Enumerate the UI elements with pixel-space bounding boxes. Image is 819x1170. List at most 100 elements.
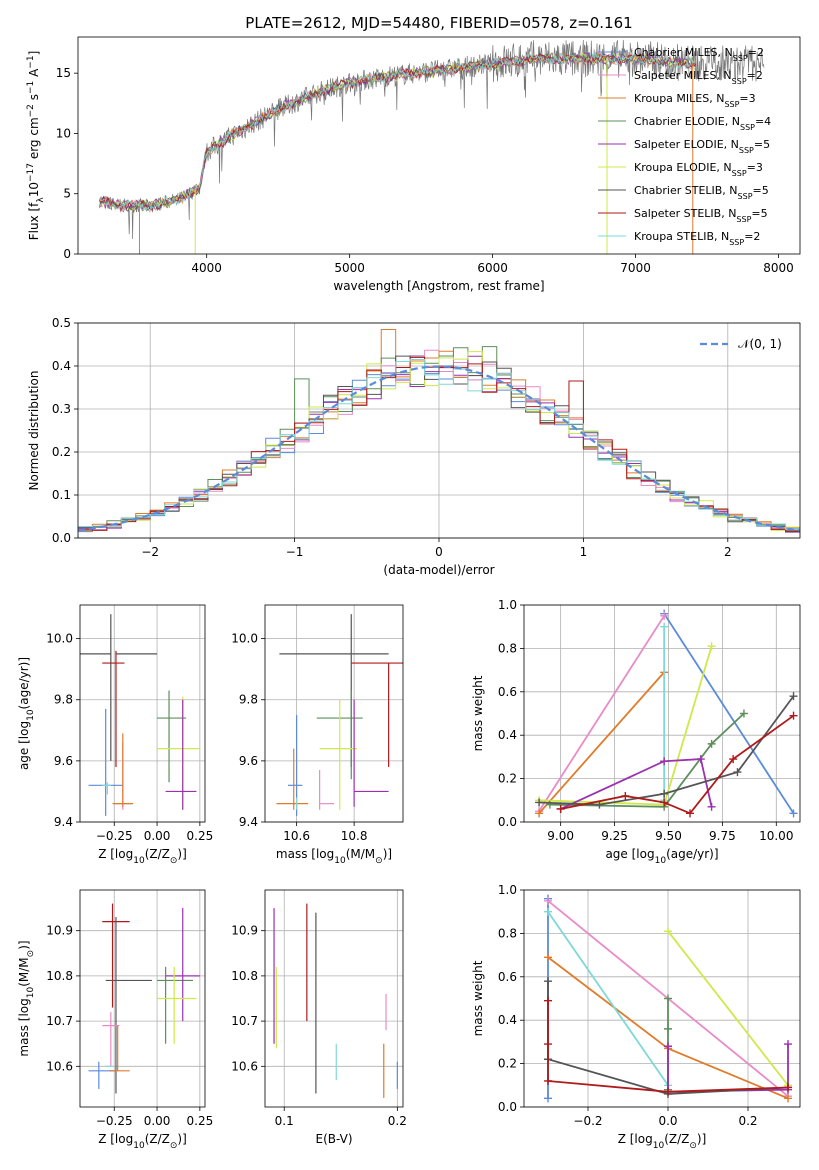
axes-frame bbox=[79, 604, 206, 823]
y-tick-label: 5 bbox=[63, 187, 71, 201]
y-tick-label: 9.8 bbox=[54, 693, 73, 707]
x-tick-label: 9.00 bbox=[547, 829, 574, 843]
weight-point bbox=[789, 692, 798, 701]
legend-entry: Kroupa ELODIE, NSSP=3 bbox=[634, 161, 763, 178]
weight-point bbox=[664, 1087, 672, 1096]
weight-z-plot bbox=[544, 894, 792, 1103]
x-tick-label: 10.6 bbox=[283, 829, 310, 843]
y-tick-label: 10.9 bbox=[231, 924, 258, 938]
histogram-plot bbox=[78, 328, 800, 538]
weight-point bbox=[660, 622, 669, 631]
weight-point bbox=[696, 755, 705, 764]
weight-point bbox=[544, 907, 552, 916]
weight-series-6 bbox=[560, 758, 713, 810]
y-tick-label: 9.4 bbox=[54, 815, 73, 829]
weight-series-2 bbox=[538, 671, 665, 814]
y-tick-label: 0.0 bbox=[498, 1100, 517, 1114]
mass-z-plot bbox=[88, 903, 200, 1094]
weight-point bbox=[660, 611, 669, 620]
y-tick-label: 0.4 bbox=[498, 1013, 517, 1027]
weight-point bbox=[789, 809, 798, 818]
spectrum-plot bbox=[99, 39, 765, 254]
x-tick-label: 0.25 bbox=[187, 829, 214, 843]
weight-point bbox=[707, 802, 716, 811]
x-tick-label: −2 bbox=[141, 545, 159, 559]
x-tick-label: 9.50 bbox=[655, 829, 682, 843]
age-z-axes: −0.25 0.00 0.25 9.4 9.6 9.8 10.0 bbox=[46, 605, 213, 843]
y-tick-label: 0.8 bbox=[498, 926, 517, 940]
weight-point bbox=[784, 1083, 792, 1092]
y-axis-label: Normed distribution bbox=[27, 371, 41, 491]
weight-point bbox=[729, 755, 738, 764]
y-tick-label: 10.6 bbox=[231, 1059, 258, 1073]
y-axis-label-group: Flux [fλ10−17 erg cm−2 s−1 A−1] bbox=[26, 51, 46, 241]
mass-ebv-axes: 0.1 0.2 10.6 10.7 10.8 10.9 bbox=[231, 890, 407, 1128]
x-tick-label: 0.2 bbox=[738, 1114, 757, 1128]
x-tick-label: 8000 bbox=[763, 261, 794, 275]
weight-point bbox=[544, 1040, 552, 1049]
y-tick-label: 0.2 bbox=[52, 445, 71, 459]
y-tick-label: 0.4 bbox=[52, 359, 71, 373]
x-axis-label: Z [log10(Z/Z⊙)] bbox=[618, 1132, 707, 1151]
weight-series-0 bbox=[663, 613, 795, 814]
weight-point bbox=[535, 809, 544, 818]
y-tick-label: 0.6 bbox=[498, 685, 517, 699]
y-tick-label: 15 bbox=[56, 66, 71, 80]
spectrum-legend: Chabrier MILES, NSSP=2 Salpeter MILES, NS… bbox=[598, 46, 771, 247]
y-tick-label: 1.0 bbox=[498, 598, 517, 612]
x-tick-label: 0.00 bbox=[144, 829, 171, 843]
y-tick-label: 9.6 bbox=[54, 754, 73, 768]
legend-entry: Salpeter ELODIE, NSSP=5 bbox=[634, 138, 770, 155]
normal-curve bbox=[78, 365, 800, 532]
y-tick-label: 10.8 bbox=[231, 969, 258, 983]
y-tick-label: 10.7 bbox=[231, 1014, 258, 1028]
mass-ebv-plot bbox=[273, 903, 398, 1098]
y-axis-label-group: age [log10(age/yr)] bbox=[17, 657, 36, 770]
age-mass-plot bbox=[276, 614, 403, 816]
x-axis-label: Z [log10(Z/Z⊙)] bbox=[98, 1132, 187, 1151]
weight-point bbox=[664, 994, 672, 1003]
weight-point bbox=[660, 757, 669, 766]
x-tick-label: 0.0 bbox=[658, 1114, 677, 1128]
legend-entry: Chabrier ELODIE, NSSP=4 bbox=[634, 115, 771, 132]
x-tick-label: 0.1 bbox=[275, 1114, 294, 1128]
weight-point bbox=[544, 896, 552, 905]
x-axis-label: wavelength [Angstrom, rest frame] bbox=[333, 279, 544, 293]
axes-frame bbox=[77, 36, 801, 255]
axes-frame bbox=[264, 889, 404, 1108]
weight-series-8 bbox=[560, 714, 795, 815]
weight-point bbox=[664, 927, 672, 936]
x-tick-label: 1 bbox=[580, 545, 588, 559]
y-tick-label: 0.2 bbox=[498, 772, 517, 786]
x-tick-label: 5000 bbox=[334, 261, 365, 275]
legend-entry: Chabrier MILES, NSSP=2 bbox=[634, 46, 764, 63]
weight-point bbox=[544, 996, 552, 1005]
x-axis-label: age [log10(age/yr)] bbox=[605, 847, 718, 866]
y-tick-label: 0.2 bbox=[498, 1057, 517, 1071]
weight-point bbox=[544, 953, 552, 962]
axes-frame bbox=[264, 604, 404, 823]
x-tick-label: −0.25 bbox=[96, 829, 133, 843]
weight-point bbox=[535, 798, 544, 807]
legend-entry: Kroupa STELIB, NSSP=2 bbox=[634, 230, 760, 247]
weight-point bbox=[789, 711, 798, 720]
x-axis-label: mass [log10(M/M⊙)] bbox=[276, 847, 392, 866]
spectrum-axes: 4000 5000 6000 7000 8000 0 5 10 15 bbox=[56, 66, 794, 275]
legend-entry: Salpeter STELIB, NSSP=5 bbox=[634, 207, 768, 224]
y-tick-label: 0.0 bbox=[498, 815, 517, 829]
x-tick-label: 0.2 bbox=[388, 1114, 407, 1128]
y-tick-label: 10.9 bbox=[46, 924, 73, 938]
axes-frame bbox=[77, 322, 801, 539]
x-tick-label: 4000 bbox=[191, 261, 222, 275]
weight-point bbox=[660, 798, 669, 807]
age-mass-axes: 10.6 10.8 9.4 9.6 9.8 10.0 bbox=[231, 605, 403, 843]
x-tick-label: 7000 bbox=[620, 261, 651, 275]
mass-z-axes: −0.25 0.00 0.25 10.6 10.7 10.8 10.9 bbox=[46, 890, 213, 1128]
weight-series-4 bbox=[539, 645, 713, 806]
residuals-axes: −2 −1 0 1 2 0.0 0.1 0.2 0.3 0.4 0.5 bbox=[52, 316, 800, 559]
weight-point bbox=[544, 1094, 552, 1103]
x-tick-label: 0.25 bbox=[187, 1114, 214, 1128]
axes-frame bbox=[79, 889, 206, 1108]
y-tick-label: 10.6 bbox=[46, 1059, 73, 1073]
